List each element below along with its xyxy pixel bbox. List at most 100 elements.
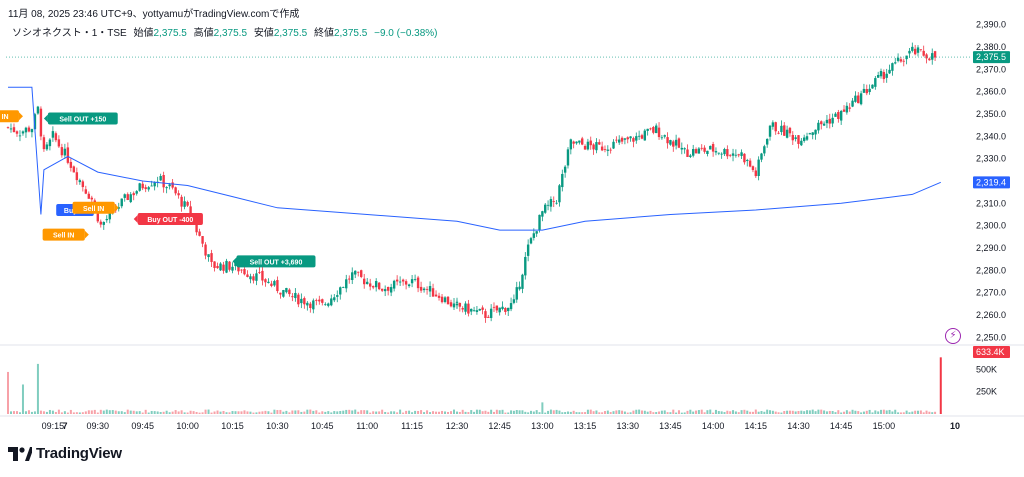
volume-bar [697,410,700,414]
candle-body [555,202,558,204]
candle-body [69,161,73,168]
volume-bar [703,412,706,414]
candle-body [802,137,806,141]
volume-bar [763,411,766,414]
volume-bar [746,410,749,414]
volume-bar [689,409,692,414]
volume-bar [285,410,288,414]
volume-bar [495,409,498,414]
volume-bar [919,410,922,414]
volume-bar [894,409,897,414]
candle-body [357,271,360,273]
volume-bar [399,409,402,414]
volume-bar [324,411,327,414]
volume-bar [222,411,225,414]
volume-bar [423,412,426,414]
candle-body [600,146,604,151]
volume-bar [237,411,240,414]
candle-body [526,244,530,256]
candle-body [572,141,575,144]
time-tick-label: 12:30 [446,421,469,431]
candle-body [771,122,775,127]
volume-bar [342,410,345,414]
volume-bar [586,409,589,414]
volume-bar [432,411,435,414]
volume-bar [581,412,584,414]
candle-body [90,197,94,200]
volume-bar [786,410,789,414]
candle-body [81,181,85,188]
candle-body [643,130,647,141]
volume-bar [618,410,621,414]
candle-body [461,308,464,310]
candle-body [931,53,934,60]
time-tick-label: 13:45 [659,421,682,431]
symbol-name[interactable]: ソシオネクスト・1・TSE [12,28,127,39]
time-tick-label: 14:15 [745,421,768,431]
candle-body [413,279,417,280]
volume-bar [246,411,249,414]
volume-bar [357,411,360,414]
volume-bar [663,410,666,414]
candle-body [84,189,88,194]
candle-body [210,253,213,262]
candle-body [817,122,820,131]
lightning-icon[interactable]: ⚡ [945,328,961,344]
tradingview-brand[interactable]: TradingView [8,445,122,462]
time-tick-label: 12:45 [488,421,511,431]
candle-body [150,185,153,187]
candle-body [30,129,34,133]
volume-bar [621,410,624,414]
volume-tick-label: 250K [976,387,997,397]
volume-bar [723,412,726,414]
volume-bar [102,410,105,414]
volume-bar [831,411,834,414]
volume-bar [264,410,267,414]
candle-body [541,211,544,217]
candle-body [464,303,467,312]
high-label: 高値 [193,28,214,39]
candle-body [470,308,473,312]
volume-bar [444,411,447,414]
candle-body [255,273,258,281]
volume-bar [396,412,399,414]
volume-bar [527,412,530,414]
volume-bar [643,410,646,414]
volume-bar [843,411,846,414]
candle-body [669,140,672,145]
volume-bar [315,410,318,414]
volume-bar [216,410,219,414]
candle-body [655,125,658,134]
candle-body [360,270,363,277]
candle-body [703,147,706,152]
volume-bar [817,409,820,414]
candle-body [746,159,749,161]
volume-bar [387,412,390,414]
candle-body [504,308,507,312]
price-tick-label: 2,390.0 [976,20,1006,30]
volume-bar [928,411,931,414]
candle-body [842,109,846,112]
candle-body [660,137,664,139]
volume-bar [276,410,279,414]
candle-body [228,261,231,270]
close-value: 2,375.5 [333,28,368,39]
candle-body [371,286,375,288]
candle-body [171,182,174,188]
volume-bar [309,409,312,414]
candle-body [153,182,156,187]
candle-body [640,135,644,139]
volume-bar [595,410,598,414]
candle-body [366,281,369,285]
candle-body [339,287,342,295]
candle-body [33,114,37,130]
volume-bar [501,409,504,414]
candle-body [75,172,79,181]
volume-bar [862,411,865,414]
trade-marker-arrow [114,203,119,212]
candle-body [201,236,204,244]
trade-marker-arrow [84,230,89,239]
candle-body [694,149,698,154]
volume-bar [564,412,567,414]
